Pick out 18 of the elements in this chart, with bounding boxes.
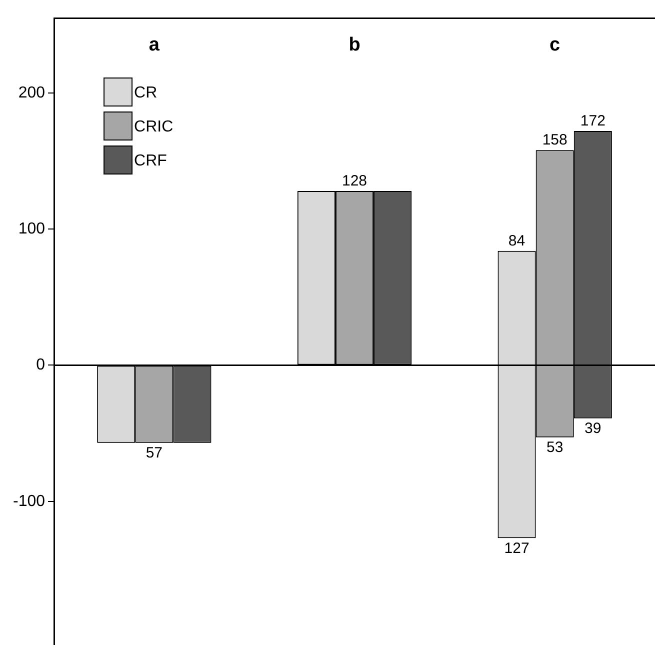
legend-label: CRIC [134, 118, 174, 136]
data-label: 128 [342, 172, 368, 190]
y-tick-label: -100 [12, 492, 46, 510]
data-label: 172 [580, 112, 606, 130]
data-label: 57 [146, 444, 163, 462]
legend-label: CRF [134, 152, 168, 170]
annotation: 39 [584, 420, 602, 437]
annotation: 53 [546, 439, 564, 456]
x-tick-label: b [348, 34, 360, 56]
y-tick-label: 100 [18, 220, 46, 238]
data-label: 158 [542, 132, 568, 149]
legend-label: CR [134, 84, 158, 102]
y-tick-label: 200 [18, 84, 46, 102]
data-label: 84 [508, 232, 526, 250]
x-tick-label: c [550, 34, 561, 56]
x-tick-label: a [148, 34, 160, 56]
y-tick-label: 0 [36, 356, 46, 374]
annotation: 127 [504, 540, 530, 557]
